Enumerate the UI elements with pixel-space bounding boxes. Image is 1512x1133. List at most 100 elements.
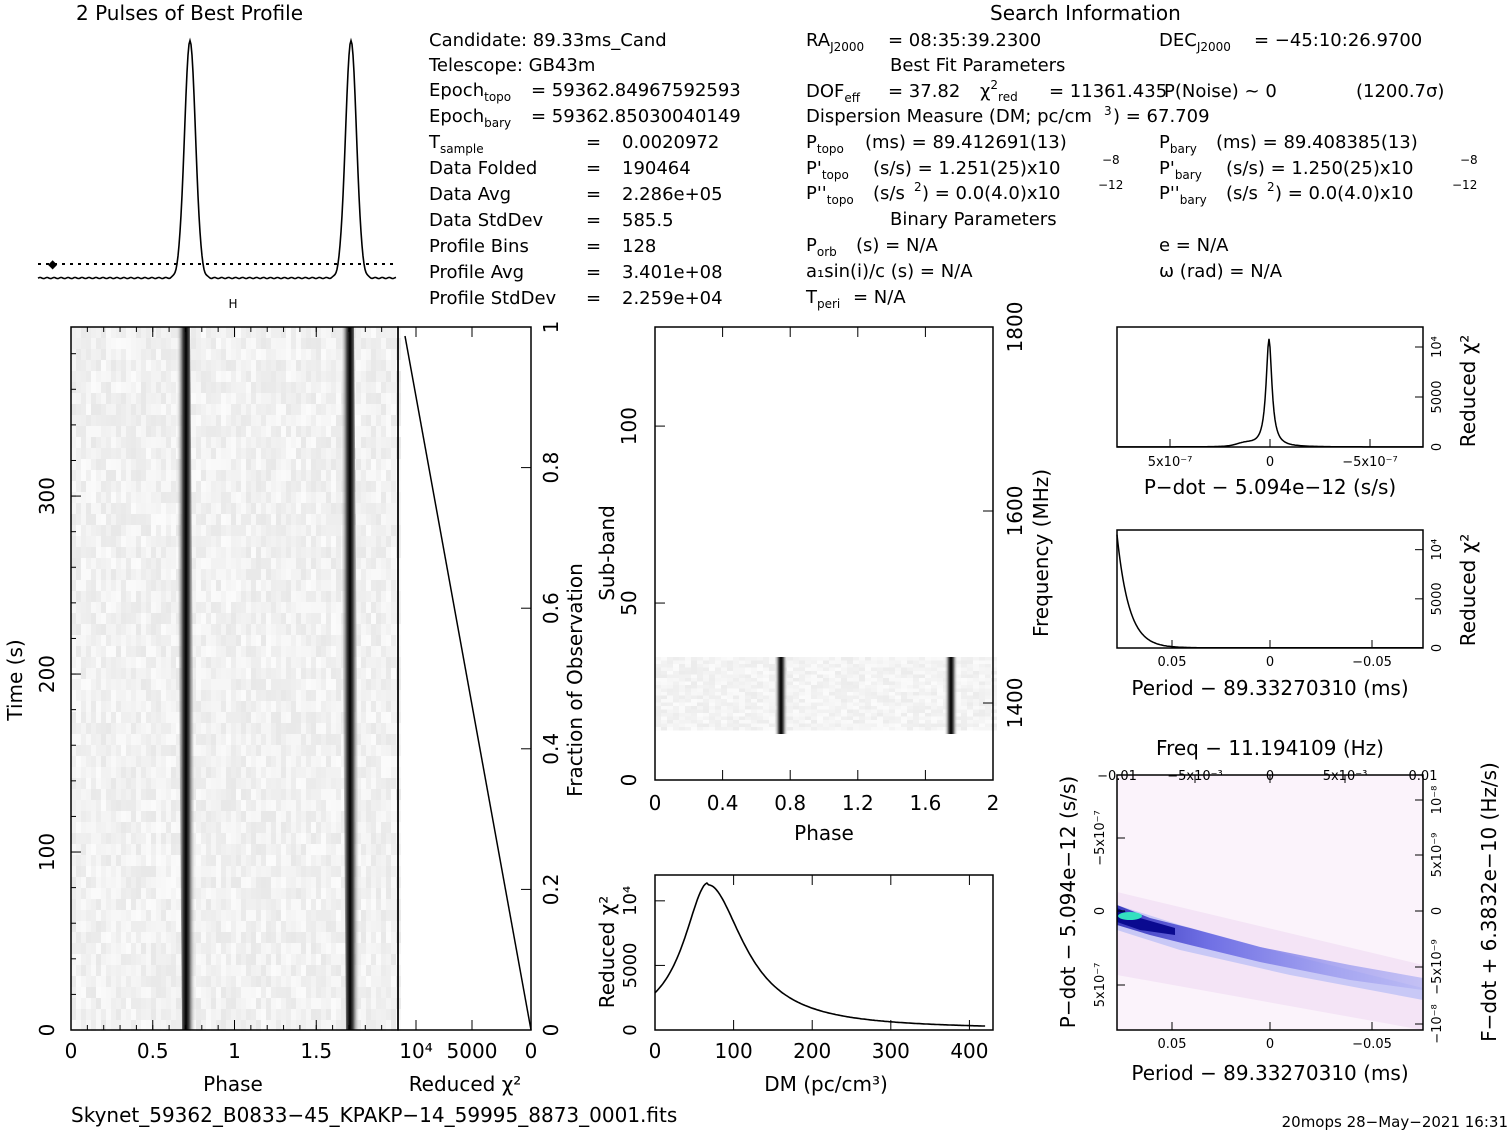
noise-cell bbox=[261, 327, 266, 338]
noise-cell bbox=[356, 503, 361, 514]
noise-cell bbox=[251, 459, 256, 470]
noise-cell bbox=[261, 415, 266, 426]
noise-cell bbox=[226, 624, 231, 635]
noise-cell bbox=[321, 525, 326, 536]
noise-cell bbox=[136, 701, 141, 712]
noise-cell bbox=[241, 701, 246, 712]
noise-cell bbox=[81, 800, 86, 811]
noise-cell bbox=[919, 688, 925, 692]
noise-cell bbox=[386, 514, 391, 525]
noise-cell bbox=[126, 789, 131, 800]
noise-cell bbox=[311, 657, 316, 668]
noise-cell bbox=[871, 671, 877, 675]
noise-cell bbox=[276, 778, 281, 789]
noise-cell bbox=[86, 855, 91, 866]
noise-cell bbox=[211, 811, 216, 822]
noise-cell bbox=[296, 591, 301, 602]
noise-cell bbox=[721, 667, 727, 671]
chi2-label: χ2red bbox=[980, 78, 1018, 104]
noise-cell bbox=[296, 976, 301, 987]
noise-cell bbox=[326, 690, 331, 701]
noise-cell bbox=[655, 681, 661, 685]
noise-cell bbox=[321, 360, 326, 371]
noise-cell bbox=[156, 866, 161, 877]
noise-cell bbox=[236, 822, 241, 833]
noise-cell bbox=[211, 393, 216, 404]
noise-cell bbox=[326, 899, 331, 910]
noise-cell bbox=[271, 745, 276, 756]
noise-cell bbox=[667, 674, 673, 678]
noise-cell bbox=[301, 899, 306, 910]
noise-cell bbox=[241, 943, 246, 954]
noise-cell bbox=[206, 448, 211, 459]
time-tick-label: 300 bbox=[35, 477, 59, 515]
noise-cell bbox=[191, 712, 196, 723]
noise-cell bbox=[71, 338, 76, 349]
noise-cell bbox=[161, 415, 166, 426]
noise-cell bbox=[296, 624, 301, 635]
noise-cell bbox=[206, 1020, 211, 1031]
noise-cell bbox=[281, 514, 286, 525]
noise-cell bbox=[106, 701, 111, 712]
noise-cell bbox=[811, 660, 817, 664]
noise-cell bbox=[361, 448, 366, 459]
noise-cell bbox=[366, 415, 371, 426]
noise-cell bbox=[96, 910, 101, 921]
noise-cell bbox=[166, 822, 171, 833]
noise-cell bbox=[241, 866, 246, 877]
noise-cell bbox=[146, 657, 151, 668]
noise-cell bbox=[841, 657, 847, 661]
noise-cell bbox=[261, 954, 266, 965]
noise-cell bbox=[121, 349, 126, 360]
noise-cell bbox=[226, 1020, 231, 1031]
noise-cell bbox=[281, 800, 286, 811]
noise-cell bbox=[221, 514, 226, 525]
noise-cell bbox=[96, 371, 101, 382]
noise-cell bbox=[101, 811, 106, 822]
noise-cell bbox=[326, 459, 331, 470]
noise-cell bbox=[131, 327, 136, 338]
noise-cell bbox=[161, 503, 166, 514]
noise-cell bbox=[386, 558, 391, 569]
noise-cell bbox=[311, 415, 316, 426]
noise-cell bbox=[246, 503, 251, 514]
noise-cell bbox=[366, 998, 371, 1009]
noise-cell bbox=[386, 888, 391, 899]
noise-cell bbox=[191, 536, 196, 547]
noise-cell bbox=[116, 811, 121, 822]
noise-cell bbox=[241, 448, 246, 459]
noise-cell bbox=[226, 932, 231, 943]
noise-cell bbox=[336, 723, 341, 734]
noise-cell bbox=[271, 789, 276, 800]
noise-cell bbox=[101, 437, 106, 448]
noise-cell bbox=[266, 965, 271, 976]
noise-cell bbox=[306, 547, 311, 558]
info-row-eq: = bbox=[586, 236, 601, 257]
noise-cell bbox=[71, 393, 76, 404]
pdot-topo-label: P'topo bbox=[806, 158, 849, 182]
noise-cell bbox=[733, 674, 739, 678]
noise-cell bbox=[925, 657, 931, 661]
noise-cell bbox=[231, 657, 236, 668]
noise-cell bbox=[171, 459, 176, 470]
noise-cell bbox=[326, 1009, 331, 1020]
noise-cell bbox=[871, 685, 877, 689]
noise-cell bbox=[241, 393, 246, 404]
noise-cell bbox=[331, 404, 336, 415]
noise-cell bbox=[356, 778, 361, 789]
noise-cell bbox=[376, 525, 381, 536]
noise-cell bbox=[106, 415, 111, 426]
noise-cell bbox=[286, 910, 291, 921]
noise-cell bbox=[386, 536, 391, 547]
noise-cell bbox=[226, 426, 231, 437]
noise-cell bbox=[111, 437, 116, 448]
noise-cell bbox=[231, 415, 236, 426]
noise-cell bbox=[231, 800, 236, 811]
noise-cell bbox=[176, 921, 181, 932]
noise-cell bbox=[276, 712, 281, 723]
noise-cell bbox=[246, 646, 251, 657]
noise-cell bbox=[356, 360, 361, 371]
noise-cell bbox=[261, 558, 266, 569]
noise-cell bbox=[151, 635, 156, 646]
info-row-eq: = bbox=[586, 262, 601, 283]
